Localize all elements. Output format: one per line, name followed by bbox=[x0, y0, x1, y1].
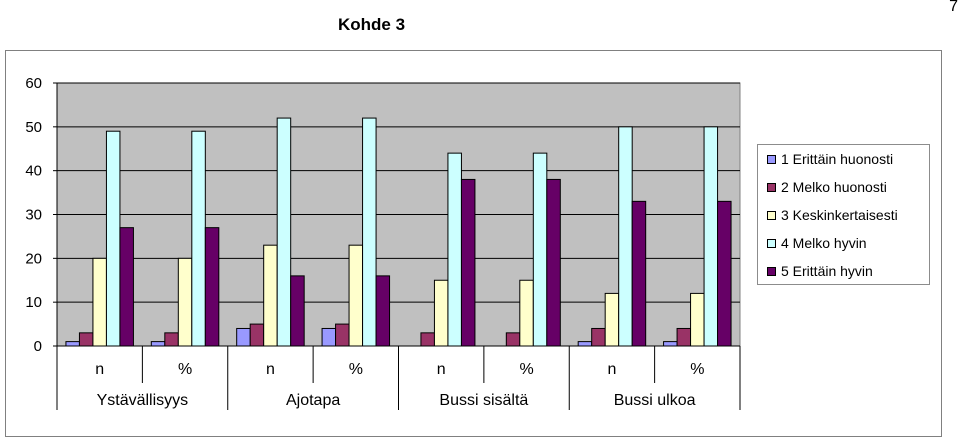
bar bbox=[420, 332, 435, 347]
y-tick-label: 30 bbox=[25, 207, 42, 224]
x-tick-label: n bbox=[607, 361, 616, 378]
bar bbox=[362, 117, 377, 347]
legend-label: 4 Melko hyvin bbox=[781, 235, 867, 251]
y-tick-label: 50 bbox=[25, 119, 42, 136]
y-tick-label: 10 bbox=[25, 294, 42, 311]
bar bbox=[321, 327, 337, 347]
legend-swatch bbox=[767, 266, 776, 276]
y-tick-label: 0 bbox=[34, 338, 42, 355]
legend-item: 4 Melko hyvin bbox=[767, 233, 867, 253]
bar bbox=[505, 332, 521, 347]
bar bbox=[546, 178, 561, 347]
bar bbox=[164, 332, 179, 347]
bar bbox=[375, 275, 391, 347]
bar bbox=[618, 126, 633, 347]
legend-swatch bbox=[767, 238, 776, 248]
legend-item: 1 Erittäin huonosti bbox=[767, 149, 893, 169]
y-tick-label: 20 bbox=[25, 250, 42, 267]
legend-label: 3 Keskinkertaisesti bbox=[781, 207, 898, 223]
bar bbox=[204, 227, 220, 347]
bar bbox=[631, 200, 647, 347]
x-tick-label: % bbox=[519, 361, 533, 378]
x-tick-label: n bbox=[437, 361, 446, 378]
bar bbox=[177, 257, 193, 347]
bar bbox=[577, 341, 593, 347]
bar bbox=[348, 244, 364, 347]
bar bbox=[433, 279, 449, 347]
legend-item: 2 Melko huonosti bbox=[767, 177, 887, 197]
bar bbox=[236, 327, 251, 347]
legend-item: 5 Erittäin hyvin bbox=[767, 261, 873, 281]
group-label: Ystävällisyys bbox=[97, 392, 189, 409]
bar bbox=[591, 327, 606, 347]
bar bbox=[92, 257, 107, 347]
x-tick-label: n bbox=[95, 361, 104, 378]
x-tick-label: % bbox=[178, 361, 192, 378]
group-label: Bussi sisältä bbox=[439, 392, 528, 409]
bar bbox=[65, 341, 80, 347]
bar bbox=[703, 126, 719, 347]
legend-swatch bbox=[767, 182, 776, 192]
chart-title: Kohde 3 bbox=[338, 15, 406, 34]
bar bbox=[519, 279, 534, 347]
bar bbox=[249, 323, 265, 347]
bar bbox=[290, 275, 305, 347]
legend-label: 5 Erittäin hyvin bbox=[781, 263, 873, 279]
legend-label: 2 Melko huonosti bbox=[781, 179, 887, 195]
legend-swatch bbox=[767, 210, 776, 220]
chart-frame bbox=[5, 50, 942, 437]
bar bbox=[276, 117, 292, 347]
bar bbox=[119, 227, 134, 347]
bar bbox=[676, 327, 692, 347]
group-label: Bussi ulkoa bbox=[614, 392, 696, 409]
bar bbox=[717, 200, 732, 347]
x-tick-label: % bbox=[349, 361, 363, 378]
bar bbox=[150, 341, 166, 347]
page-number: 7 bbox=[949, 0, 958, 15]
legend: 1 Erittäin huonosti 2 Melko huonosti 3 Kes… bbox=[757, 144, 930, 285]
bar bbox=[191, 130, 206, 347]
bar bbox=[335, 323, 350, 347]
legend-item: 3 Keskinkertaisesti bbox=[767, 205, 898, 225]
y-tick-label: 60 bbox=[25, 75, 42, 92]
x-tick-label: n bbox=[266, 361, 275, 378]
bar bbox=[263, 244, 278, 347]
legend-swatch bbox=[767, 154, 776, 164]
bar bbox=[604, 292, 620, 347]
y-tick-label: 40 bbox=[25, 163, 42, 180]
bar bbox=[78, 332, 94, 347]
bar bbox=[690, 292, 705, 347]
bar bbox=[663, 341, 678, 347]
bar bbox=[447, 152, 462, 347]
legend-label: 1 Erittäin huonosti bbox=[781, 151, 894, 167]
bar bbox=[532, 152, 548, 347]
bar bbox=[460, 178, 476, 347]
group-label: Ajotapa bbox=[286, 392, 340, 409]
x-tick-label: % bbox=[690, 361, 704, 378]
bar bbox=[105, 130, 121, 347]
